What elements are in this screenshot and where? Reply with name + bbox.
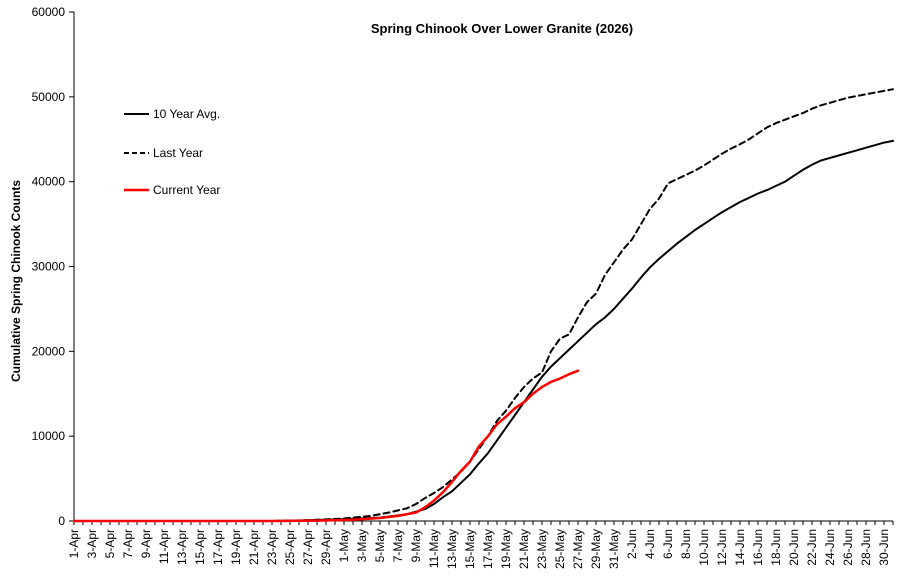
- x-tick-label: 1-Apr: [67, 529, 81, 558]
- x-tick-label: 26-Jun: [841, 529, 855, 566]
- y-tick-label: 10000: [32, 429, 66, 443]
- series-line-10-year-avg: [73, 139, 894, 522]
- x-tick-label: 25-May: [553, 529, 567, 569]
- x-ticks: 1-Apr 3-Apr 5-Apr 7-Apr 9-Apr 11-Apr 13-Apr 15-…: [67, 521, 894, 569]
- x-tick-label: 20-Jun: [787, 529, 801, 566]
- legend-label: 10 Year Avg.: [153, 107, 220, 121]
- x-tick-label: 3-May: [355, 529, 369, 562]
- x-tick-label: 5-Apr: [103, 529, 117, 558]
- x-tick-label: 15-Apr: [193, 529, 207, 565]
- x-tick-label: 13-May: [445, 529, 459, 569]
- x-tick-label: 7-May: [391, 529, 405, 562]
- x-tick-label: 29-May: [589, 529, 603, 569]
- x-tick-label: 22-Jun: [805, 529, 819, 566]
- x-tick-label: 21-May: [517, 529, 531, 569]
- x-tick-label: 11-May: [427, 529, 441, 568]
- legend-label: Last Year: [153, 146, 203, 160]
- x-tick-label: 13-Apr: [175, 529, 189, 565]
- legend-label: Current Year: [153, 183, 220, 197]
- chart-title: Spring Chinook Over Lower Granite (2026): [371, 21, 633, 36]
- x-tick-label: 6-Jun: [661, 529, 675, 559]
- x-tick-label: 4-Jun: [643, 529, 657, 559]
- series-lines: [72, 88, 894, 523]
- x-tick-label: 3-Apr: [85, 529, 99, 558]
- x-tick-label: 27-Apr: [301, 529, 315, 565]
- x-tick-label: 23-Apr: [265, 529, 279, 565]
- x-tick-label: 30-Jun: [877, 529, 891, 566]
- x-tick-label: 17-May: [481, 529, 495, 569]
- y-tick-label: 30000: [32, 260, 66, 274]
- x-tick-label: 10-Jun: [697, 529, 711, 566]
- x-tick-label: 23-May: [535, 529, 549, 569]
- x-tick-label: 5-May: [373, 529, 387, 562]
- x-tick-label: 19-Apr: [229, 529, 243, 565]
- x-tick-label: 18-Jun: [769, 529, 783, 566]
- series-line-last-year: [73, 88, 894, 522]
- x-tick-label: 21-Apr: [247, 529, 261, 565]
- x-tick-label: 9-May: [409, 529, 423, 562]
- y-tick-label: 20000: [32, 344, 66, 358]
- legend: 10 Year Avg. Last Year Current Year: [124, 107, 220, 197]
- y-tick-label: 40000: [32, 175, 66, 189]
- x-tick-label: 31-May: [607, 529, 621, 569]
- x-tick-label: 9-Apr: [139, 529, 153, 558]
- x-tick-label: 27-May: [571, 529, 585, 569]
- x-tick-label: 12-Jun: [715, 529, 729, 566]
- series-line-current-year: [72, 369, 580, 523]
- x-tick-label: 24-Jun: [823, 529, 837, 566]
- x-tick-label: 8-Jun: [679, 529, 693, 559]
- x-tick-label: 14-Jun: [733, 529, 747, 566]
- x-tick-label: 2-Jun: [625, 529, 639, 559]
- y-tick-label: 50000: [32, 90, 66, 104]
- x-tick-label: 17-Apr: [211, 529, 225, 565]
- y-tick-label: 0: [58, 514, 65, 528]
- x-tick-label: 28-Jun: [859, 529, 873, 566]
- x-tick-label: 7-Apr: [121, 529, 135, 558]
- x-tick-label: 16-Jun: [751, 529, 765, 566]
- x-tick-label: 29-Apr: [319, 529, 333, 565]
- axes: [73, 12, 893, 522]
- x-tick-label: 25-Apr: [283, 529, 297, 565]
- y-ticks: 0 10000 20000 30000 40000 50000 60000: [32, 5, 74, 528]
- x-tick-label: 11-Apr: [157, 529, 171, 564]
- y-tick-label: 60000: [32, 5, 66, 19]
- x-tick-label: 1-May: [337, 529, 351, 562]
- y-axis-title: Cumulative Spring Chinook Counts: [9, 180, 23, 382]
- x-tick-label: 15-May: [463, 529, 477, 569]
- x-tick-label: 19-May: [499, 529, 513, 569]
